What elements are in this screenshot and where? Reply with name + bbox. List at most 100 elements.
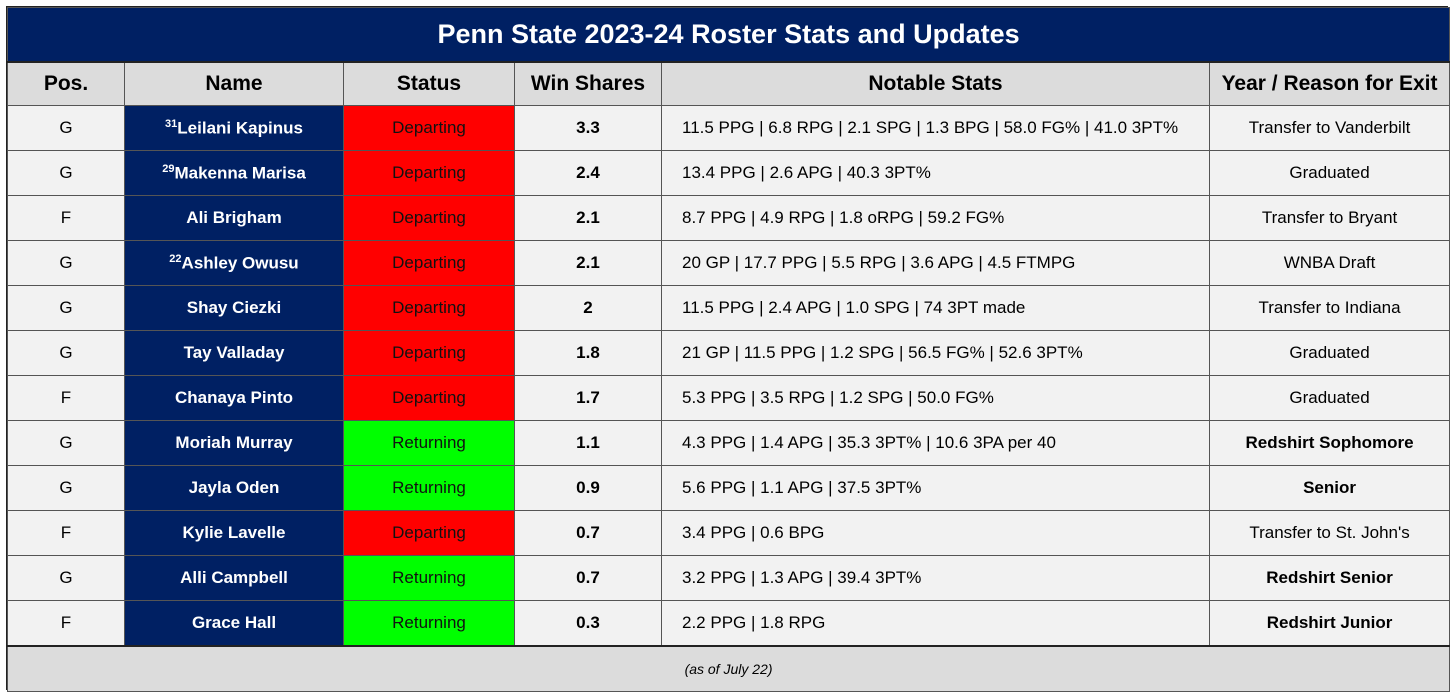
win-shares-cell: 1.7 — [514, 375, 662, 421]
pos-cell: G — [7, 285, 125, 331]
table-row: G 29Makenna Marisa Departing 2.4 13.4 PPG | … — [7, 150, 1451, 196]
table-row: F Chanaya Pinto Departing 1.7 5.3 PPG | 3.5 … — [7, 375, 1451, 421]
notable-stats-cell: 11.5 PPG | 6.8 RPG | 2.1 SPG | 1.3 BPG |… — [661, 105, 1210, 151]
notable-stats-cell: 13.4 PPG | 2.6 APG | 40.3 3PT% — [661, 150, 1210, 196]
table-row: F Grace Hall Returning 0.3 2.2 PPG | 1.8 RPG… — [7, 600, 1451, 647]
notable-stats-cell: 8.7 PPG | 4.9 RPG | 1.8 oRPG | 59.2 FG% — [661, 195, 1210, 241]
player-name: Tay Valladay — [183, 343, 285, 362]
win-shares-cell: 0.9 — [514, 465, 662, 511]
exit-reason-cell: Graduated — [1208, 150, 1451, 196]
pos-cell: G — [7, 465, 125, 511]
notable-stats-cell: 5.6 PPG | 1.1 APG | 37.5 3PT% — [661, 465, 1210, 511]
win-shares-cell: 2.4 — [514, 150, 662, 196]
player-name: Alli Campbell — [180, 568, 288, 587]
header-win-shares: Win Shares — [514, 61, 662, 106]
exit-reason-cell: Redshirt Senior — [1208, 555, 1451, 601]
notable-stats-cell: 20 GP | 17.7 PPG | 5.5 RPG | 3.6 APG | 4… — [661, 240, 1210, 286]
win-shares-cell: 0.7 — [514, 510, 662, 556]
roster-table-container: Penn State 2023-24 Roster Stats and Upda… — [6, 6, 1451, 692]
win-shares-cell: 0.3 — [514, 600, 662, 647]
exit-reason-cell: Redshirt Junior — [1208, 600, 1451, 647]
header-notable-stats: Notable Stats — [661, 61, 1210, 106]
header-exit-reason: Year / Reason for Exit — [1208, 61, 1451, 106]
notable-stats-cell: 5.3 PPG | 3.5 RPG | 1.2 SPG | 50.0 FG% — [661, 375, 1210, 421]
status-badge: Returning — [343, 420, 515, 466]
table-row: G Tay Valladay Departing 1.8 21 GP | 11.5 PP… — [7, 330, 1451, 376]
status-badge: Returning — [343, 465, 515, 511]
win-shares-cell: 2.1 — [514, 195, 662, 241]
pos-cell: F — [7, 600, 125, 647]
pos-cell: F — [7, 375, 125, 421]
player-name: Chanaya Pinto — [174, 388, 294, 407]
player-name-cell: 29Makenna Marisa — [124, 150, 344, 196]
status-badge: Returning — [343, 600, 515, 647]
win-shares-cell: 2.1 — [514, 240, 662, 286]
player-name: Ali Brigham — [186, 208, 282, 227]
pos-cell: G — [7, 555, 125, 601]
exit-reason-cell: Senior — [1208, 465, 1451, 511]
pos-cell: G — [7, 420, 125, 466]
exit-reason-cell: Graduated — [1208, 375, 1451, 421]
player-name-cell: Jayla Oden — [124, 465, 344, 511]
footnote: (as of July 22) — [6, 645, 1451, 692]
header-row: Pos. Name Status Win Shares Notable Stat… — [7, 61, 1451, 106]
player-name-cell: Tay Valladay — [124, 330, 344, 376]
exit-reason-cell: Transfer to St. John's — [1208, 510, 1451, 556]
table-row: G Alli Campbell Returning 0.7 3.2 PPG | 1.3 … — [7, 555, 1451, 601]
table-body: G 31Leilani Kapinus Departing 3.3 11.5 PPG |… — [7, 105, 1451, 647]
pos-cell: G — [7, 105, 125, 151]
player-name: Jayla Oden — [188, 478, 280, 497]
player-name-cell: Moriah Murray — [124, 420, 344, 466]
status-badge: Departing — [343, 195, 515, 241]
pos-cell: G — [7, 330, 125, 376]
player-name: Ashley Owusu — [181, 253, 299, 273]
status-badge: Departing — [343, 330, 515, 376]
jersey-number: 29 — [162, 162, 175, 175]
jersey-number: 31 — [165, 117, 178, 130]
table-row: G Moriah Murray Returning 1.1 4.3 PPG | 1.4 … — [7, 420, 1451, 466]
win-shares-cell: 3.3 — [514, 105, 662, 151]
player-name-cell: Ali Brigham — [124, 195, 344, 241]
status-badge: Departing — [343, 240, 515, 286]
table-row: F Kylie Lavelle Departing 0.7 3.4 PPG | 0.6 … — [7, 510, 1451, 556]
table-row: G Shay Ciezki Departing 2 11.5 PPG | 2.4 APG… — [7, 285, 1451, 331]
notable-stats-cell: 21 GP | 11.5 PPG | 1.2 SPG | 56.5 FG% | … — [661, 330, 1210, 376]
header-status: Status — [343, 61, 515, 106]
player-name: Leilani Kapinus — [177, 118, 303, 138]
notable-stats-cell: 3.2 PPG | 1.3 APG | 39.4 3PT% — [661, 555, 1210, 601]
exit-reason-cell: WNBA Draft — [1208, 240, 1451, 286]
notable-stats-cell: 11.5 PPG | 2.4 APG | 1.0 SPG | 74 3PT ma… — [661, 285, 1210, 331]
win-shares-cell: 2 — [514, 285, 662, 331]
status-badge: Returning — [343, 555, 515, 601]
notable-stats-cell: 2.2 PPG | 1.8 RPG — [661, 600, 1210, 647]
pos-cell: G — [7, 150, 125, 196]
table-title: Penn State 2023-24 Roster Stats and Upda… — [6, 7, 1451, 63]
player-name: Moriah Murray — [175, 433, 293, 452]
player-name-cell: Chanaya Pinto — [124, 375, 344, 421]
table-row: G Jayla Oden Returning 0.9 5.6 PPG | 1.1 APG… — [7, 465, 1451, 511]
notable-stats-cell: 4.3 PPG | 1.4 APG | 35.3 3PT% | 10.6 3PA… — [661, 420, 1210, 466]
pos-cell: G — [7, 240, 125, 286]
player-name-cell: 22Ashley Owusu — [124, 240, 344, 286]
pos-cell: F — [7, 510, 125, 556]
player-name-cell: Alli Campbell — [124, 555, 344, 601]
roster-table: Penn State 2023-24 Roster Stats and Upda… — [6, 7, 1451, 692]
status-badge: Departing — [343, 105, 515, 151]
status-badge: Departing — [343, 150, 515, 196]
header-name: Name — [124, 61, 344, 106]
player-name: Grace Hall — [191, 613, 277, 632]
status-badge: Departing — [343, 510, 515, 556]
header-pos: Pos. — [7, 61, 125, 106]
status-badge: Departing — [343, 375, 515, 421]
player-name-cell: Kylie Lavelle — [124, 510, 344, 556]
win-shares-cell: 1.8 — [514, 330, 662, 376]
win-shares-cell: 0.7 — [514, 555, 662, 601]
notable-stats-cell: 3.4 PPG | 0.6 BPG — [661, 510, 1210, 556]
exit-reason-cell: Graduated — [1208, 330, 1451, 376]
status-badge: Departing — [343, 285, 515, 331]
table-row: G 31Leilani Kapinus Departing 3.3 11.5 PPG |… — [7, 105, 1451, 151]
win-shares-cell: 1.1 — [514, 420, 662, 466]
player-name-cell: 31Leilani Kapinus — [124, 105, 344, 151]
jersey-number: 22 — [169, 252, 182, 265]
exit-reason-cell: Transfer to Indiana — [1208, 285, 1451, 331]
